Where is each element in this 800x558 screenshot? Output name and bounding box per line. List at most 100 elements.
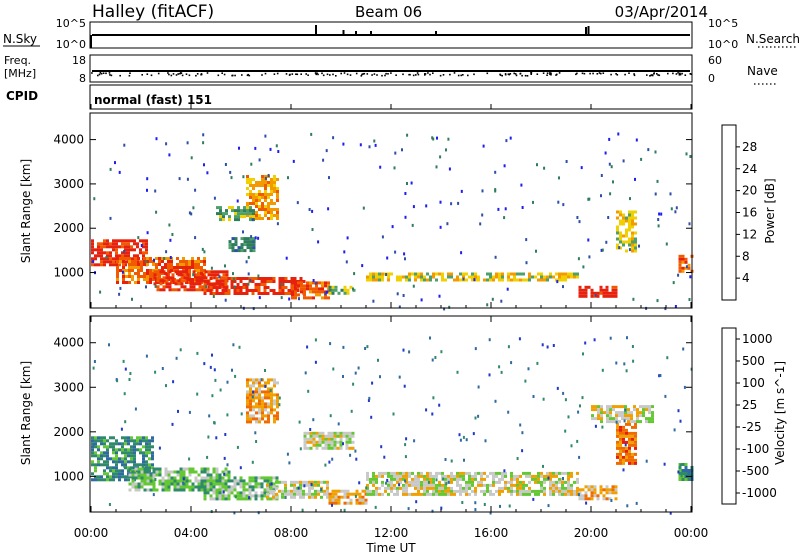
heatmap-cell (312, 296, 315, 300)
heatmap-cell (234, 218, 237, 222)
heatmap-cell (258, 190, 261, 193)
heatmap-cell (234, 237, 238, 241)
heatmap-cell (334, 495, 338, 499)
heatmap-cell (143, 263, 146, 266)
heatmap-cell (312, 437, 316, 441)
heatmap-cell (221, 482, 225, 486)
heatmap-cell (203, 482, 207, 486)
heatmap-cell (390, 477, 393, 481)
heatmap-cell (584, 491, 588, 495)
heatmap-cell (423, 486, 426, 490)
nave-dot (141, 74, 143, 76)
heatmap-speckle (432, 396, 435, 400)
heatmap-cell (405, 489, 408, 493)
heatmap-cell (121, 451, 124, 455)
heatmap-cell (121, 457, 124, 461)
heatmap-cell (97, 475, 100, 479)
heatmap-cell (537, 477, 540, 481)
heatmap-cell (507, 480, 510, 484)
heatmap-cell (606, 411, 609, 415)
heatmap-cell (507, 486, 510, 490)
heatmap-cell (576, 489, 579, 493)
heatmap-speckle (406, 182, 408, 185)
heatmap-cell (128, 266, 131, 269)
heatmap-cell (209, 476, 213, 480)
heatmap-cell (634, 246, 637, 250)
heatmap-cell (261, 396, 264, 400)
heatmap-cell (103, 463, 106, 467)
heatmap-cell (118, 475, 121, 479)
heatmap-cell (625, 231, 628, 235)
heatmap-speckle (398, 483, 401, 487)
heatmap-cell (207, 273, 211, 277)
heatmap-speckle (457, 201, 460, 205)
nave-dot (519, 72, 522, 75)
heatmap-cell (198, 288, 202, 292)
heatmap-cell (261, 196, 264, 199)
heatmap-cell (625, 458, 628, 462)
heatmap-cell (249, 212, 252, 216)
heatmap-cell (209, 482, 213, 486)
heatmap-cell (131, 473, 135, 477)
heatmap-cell (118, 460, 121, 464)
freq-tick-bottom: 8 (79, 72, 86, 85)
nsearch-tick-bottom: 10^0 (708, 38, 738, 51)
heatmap-cell (351, 440, 355, 444)
heatmap-cell (339, 440, 343, 444)
heatmap-cell (261, 402, 264, 406)
heatmap-cell (218, 280, 222, 283)
heatmap-cell (128, 269, 131, 272)
heatmap-cell (348, 431, 352, 435)
heatmap-speckle (482, 144, 485, 148)
nave-dot (427, 72, 429, 74)
heatmap-speckle (352, 382, 355, 386)
heatmap-cell (252, 184, 255, 187)
heatmap-speckle (99, 290, 102, 294)
nave-dot (416, 72, 419, 74)
nave-dot (289, 73, 291, 76)
heatmap-speckle (624, 443, 627, 447)
nave-dot (146, 73, 149, 75)
heatmap-cell (146, 488, 150, 492)
heatmap-cell (306, 437, 310, 441)
heatmap-cell (346, 288, 350, 292)
heatmap-cell (334, 501, 338, 505)
heatmap-cell (124, 436, 127, 440)
heatmap-speckle (242, 175, 245, 179)
heatmap-speckle (458, 433, 461, 437)
heatmap-cell (164, 257, 167, 260)
colorbar-tick-label: 8 (742, 249, 750, 263)
heatmap-cell (224, 473, 228, 477)
heatmap-speckle (233, 277, 235, 281)
heatmap-cell (230, 286, 234, 289)
heatmap-cell (127, 469, 130, 473)
heatmap-cell (555, 474, 558, 478)
heatmap-cell (119, 257, 122, 260)
heatmap-cell (318, 287, 321, 291)
heatmap-speckle (407, 507, 410, 511)
heatmap-cell (258, 199, 261, 202)
heatmap-cell (333, 434, 337, 438)
heatmap-cell (140, 485, 144, 489)
nave-dot (681, 72, 683, 75)
heatmap-cell (450, 486, 453, 490)
heatmap-cell (593, 485, 597, 489)
heatmap-cell (495, 489, 498, 493)
heatmap-cell (188, 260, 191, 263)
heatmap-cell (624, 405, 627, 409)
heatmap-cell (423, 474, 426, 478)
heatmap-cell (432, 480, 435, 484)
heatmap-cell (429, 477, 432, 481)
nave-dot (542, 72, 545, 74)
heatmap-cell (269, 491, 273, 495)
heatmap-cell (324, 443, 328, 447)
heatmap-cell (459, 489, 462, 493)
heatmap-cell (254, 479, 258, 483)
heatmap-cell (291, 284, 294, 288)
heatmap-cell (112, 248, 115, 252)
colorbar-tick-label: 4 (742, 271, 750, 285)
nave-dot (181, 74, 184, 77)
heatmap-cell (249, 408, 252, 412)
heatmap-cell (318, 443, 322, 447)
